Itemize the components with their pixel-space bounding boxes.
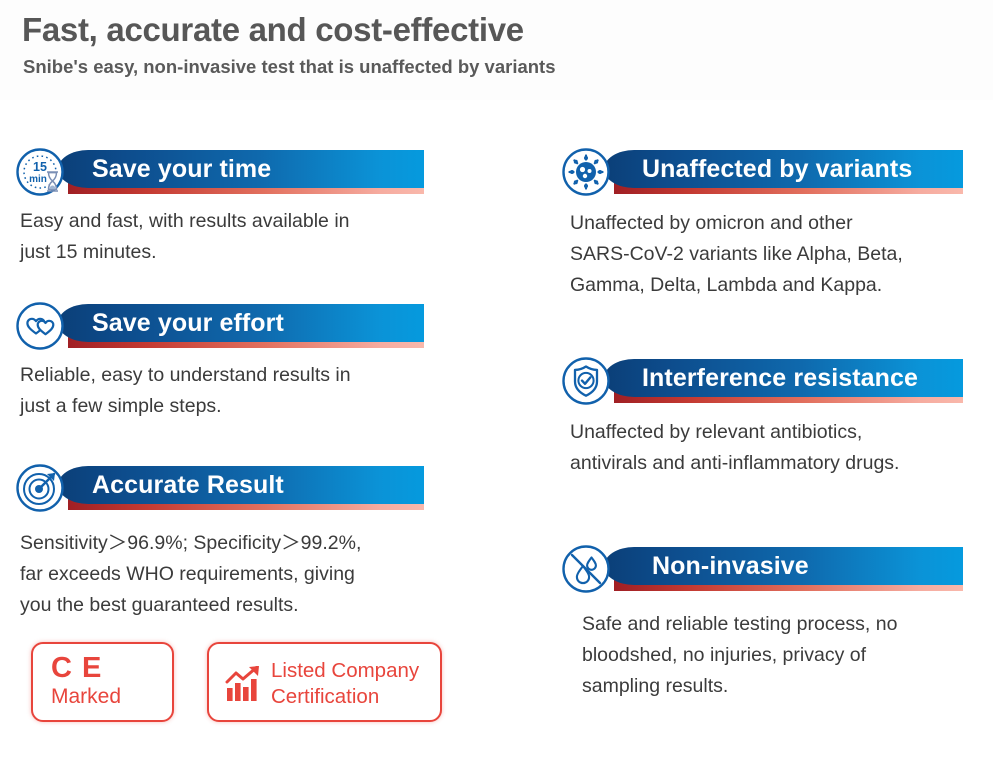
feature-save-your-time: Save your time 15 min Easy and fast, wit… [14, 146, 484, 263]
feature-unaffected-by-variants: Unaffected by variants [560, 146, 993, 296]
svg-text:min: min [29, 174, 47, 185]
feature-body: Safe and reliable testing process, no bl… [582, 613, 898, 697]
feature-banner: Non-invasive [560, 543, 993, 599]
feature-body: Unaffected by omicron and other SARS-CoV… [570, 212, 903, 296]
feature-title: Accurate Result [92, 471, 284, 499]
banner-blue-bar [58, 304, 424, 342]
clock-15min-icon: 15 min [14, 146, 66, 198]
feature-title: Interference resistance [642, 364, 919, 392]
feature-body: Easy and fast, with results available in… [20, 210, 350, 263]
feature-title: Unaffected by variants [642, 155, 913, 183]
banner-blue-bar [58, 150, 424, 188]
page-header: Fast, accurate and cost-effective Snibe'… [0, 0, 993, 100]
feature-body: Sensitivity＞96.9%; Specificity＞99.2%, fa… [20, 532, 362, 616]
listed-company-label: Listed Company Certification [271, 659, 420, 708]
feature-body: Reliable, easy to understand results in … [20, 364, 351, 417]
feature-banner: Accurate Result [14, 462, 484, 518]
feature-body: Unaffected by relevant antibiotics, anti… [570, 421, 900, 474]
target-dart-icon [14, 462, 66, 514]
ce-marked-label: Marked [51, 685, 122, 708]
feature-banner: Save your effort [14, 300, 484, 356]
banner-blue-bar [604, 359, 963, 397]
feature-save-your-effort: Save your effort Reliable, easy to under… [14, 300, 484, 417]
banner-blue-bar [58, 466, 424, 504]
feature-banner: Save your time 15 min [14, 146, 484, 202]
feature-title: Non-invasive [652, 552, 809, 580]
virus-icon [560, 146, 612, 198]
hearts-icon [14, 300, 66, 352]
ce-marked-badge[interactable]: C E Marked [31, 642, 174, 722]
feature-interference-resistance: Interference resistance Unaffected by re… [560, 355, 993, 474]
page-title: Fast, accurate and cost-effective [22, 11, 524, 48]
feature-title: Save your effort [92, 309, 284, 337]
growth-chart-icon [225, 665, 265, 702]
feature-accurate-result: Accurate Result Sensitivity＞96.9%; Speci… [14, 462, 484, 616]
page-subtitle: Snibe's easy, non-invasive test that is … [23, 56, 556, 77]
no-blood-drops-icon [560, 543, 612, 595]
feature-banner: Interference resistance [560, 355, 993, 411]
svg-text:15: 15 [33, 160, 47, 174]
banner-blue-bar [604, 547, 963, 585]
ce-mark-icon: C E [51, 652, 103, 684]
feature-non-invasive: Non-invasive Safe and reliable testing p… [560, 543, 993, 697]
shield-check-icon [560, 355, 612, 407]
listed-company-certification-badge[interactable]: Listed Company Certification [207, 642, 442, 722]
feature-banner: Unaffected by variants [560, 146, 993, 202]
banner-blue-bar [604, 150, 963, 188]
feature-title: Save your time [92, 155, 272, 183]
